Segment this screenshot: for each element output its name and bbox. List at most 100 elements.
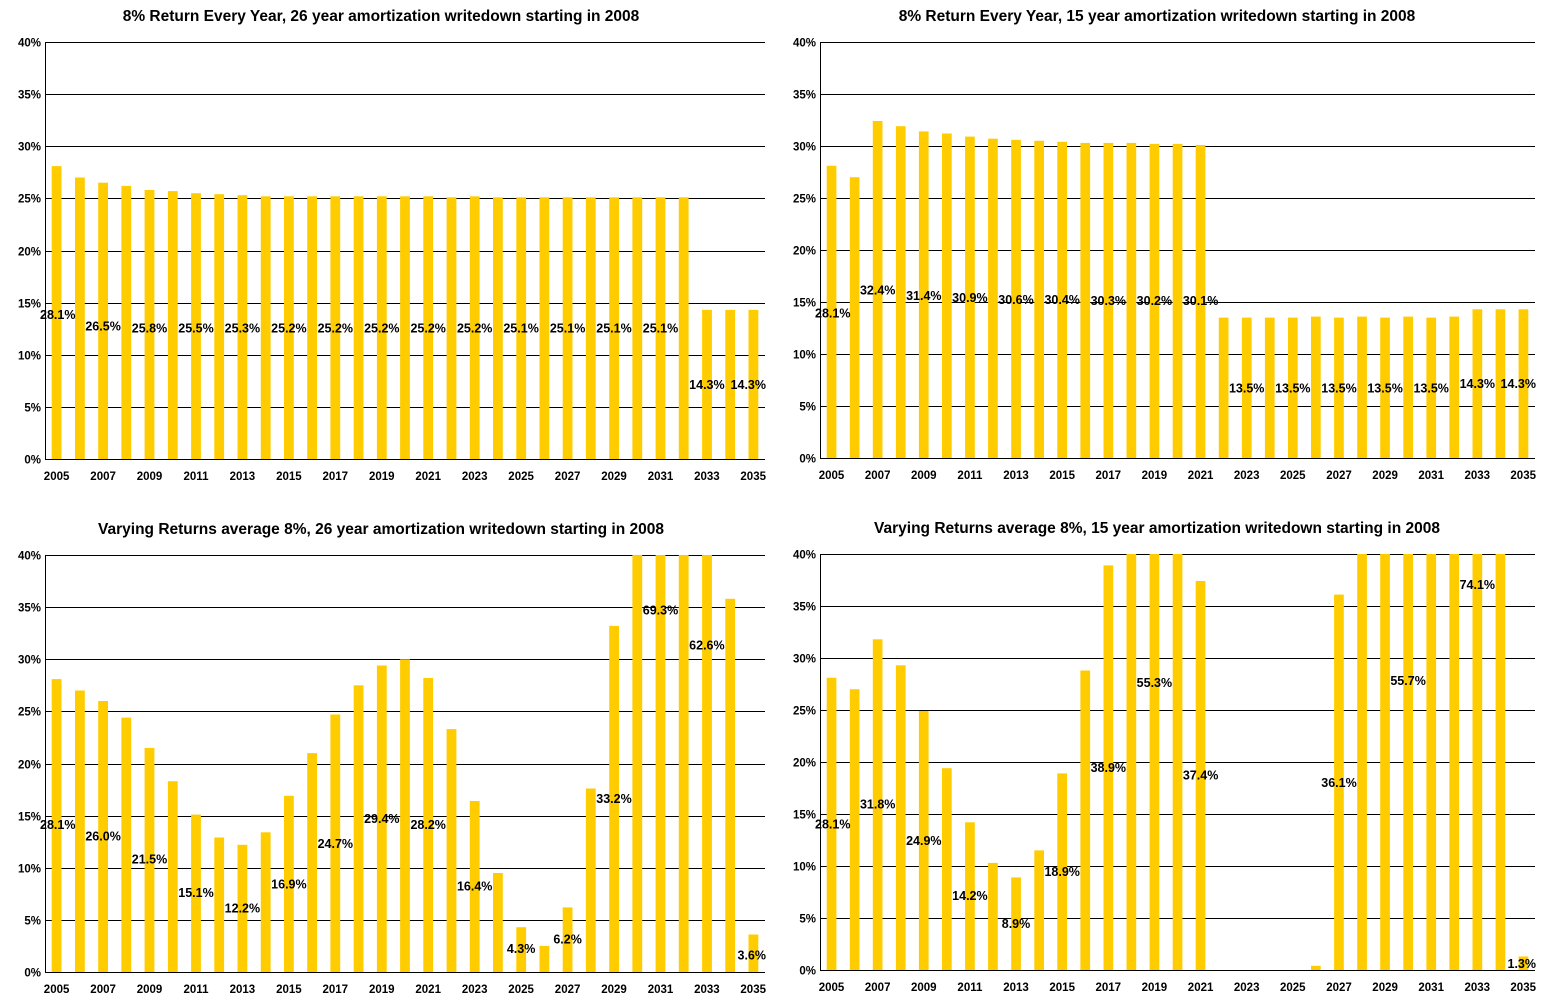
x-tick-label: 2025	[1280, 470, 1306, 482]
data-label: 25.1%	[503, 322, 538, 336]
y-tick-label: 30%	[793, 654, 816, 666]
x-tick-label: 2019	[369, 471, 395, 483]
chart-title: 8% Return Every Year, 15 year amortizati…	[899, 8, 1416, 25]
x-tick-label: 2025	[1280, 982, 1306, 994]
data-label: 6.2%	[553, 933, 582, 947]
data-label: 30.3%	[1091, 294, 1126, 308]
bar-2016	[307, 753, 317, 972]
bar-2028	[1357, 316, 1367, 458]
bar-2029	[1380, 317, 1390, 458]
bar-2034	[725, 598, 736, 972]
bar-2031	[655, 555, 666, 972]
bar-2016	[1080, 670, 1091, 970]
bar-2005	[51, 679, 62, 972]
bar-2015	[284, 795, 294, 972]
x-tick-label: 2005	[819, 470, 845, 482]
bar-2018	[353, 196, 364, 460]
bar-2017	[330, 196, 341, 460]
bar-2035	[1518, 956, 1529, 970]
x-tick-label: 2017	[1096, 982, 1122, 994]
bar-2012	[214, 837, 225, 972]
bar-2011	[965, 822, 975, 970]
x-tick-label: 2013	[1003, 982, 1029, 994]
bar-2012	[214, 194, 225, 459]
bar-2027	[562, 907, 573, 972]
bar-2026	[1311, 965, 1321, 970]
bar-2011	[191, 814, 201, 972]
y-tick-label: 15%	[793, 298, 816, 310]
data-label: 30.2%	[1137, 294, 1172, 308]
x-tick-label: 2023	[1234, 470, 1260, 482]
x-tick-label: 2015	[276, 984, 302, 996]
bar-2016	[307, 196, 317, 460]
y-tick-label: 35%	[18, 90, 41, 102]
x-tick-label: 2007	[865, 982, 891, 994]
x-tick-label: 2033	[1465, 470, 1491, 482]
bar-2017	[1103, 565, 1114, 970]
x-tick-label: 2033	[1465, 982, 1491, 994]
data-label: 4.3%	[507, 942, 536, 956]
data-label: 25.3%	[225, 322, 260, 336]
x-tick-label: 2031	[648, 471, 674, 483]
bar-2010	[167, 781, 178, 972]
data-label: 15.1%	[178, 886, 213, 900]
y-tick-label: 5%	[24, 403, 41, 415]
bar-2019	[1149, 143, 1160, 458]
bar-2013	[237, 195, 248, 459]
bar-2009	[918, 131, 929, 458]
y-tick-label: 30%	[18, 655, 41, 667]
x-tick-label: 2011	[184, 471, 210, 483]
data-label: 26.5%	[85, 320, 120, 334]
x-tick-label: 2029	[601, 984, 627, 996]
x-tick-label: 2009	[137, 984, 163, 996]
bar-2016	[1080, 142, 1091, 458]
bar-2024	[493, 873, 503, 972]
bar-2034	[1495, 554, 1506, 970]
bar-2021	[1195, 581, 1206, 970]
bar-2009	[144, 190, 155, 459]
x-tick-label: 2033	[694, 471, 720, 483]
data-label: 30.9%	[952, 291, 987, 305]
x-tick-label: 2015	[1049, 982, 1075, 994]
x-tick-label: 2013	[1003, 470, 1029, 482]
bar-2026	[1311, 316, 1321, 458]
x-tick-label: 2011	[957, 470, 983, 482]
y-tick-label: 40%	[18, 551, 41, 563]
bar-2023	[469, 801, 480, 972]
data-label: 26.0%	[85, 830, 120, 844]
y-tick-label: 40%	[793, 38, 816, 50]
x-tick-label: 2035	[1510, 982, 1536, 994]
data-label: 30.1%	[1183, 294, 1218, 308]
x-tick-label: 2011	[957, 982, 983, 994]
data-label: 13.5%	[1275, 381, 1310, 395]
bar-2010	[942, 133, 952, 458]
data-label: 16.4%	[457, 880, 492, 894]
x-tick-label: 2029	[1372, 470, 1398, 482]
x-tick-label: 2009	[137, 471, 163, 483]
x-tick-label: 2017	[323, 984, 349, 996]
y-tick-label: 20%	[18, 760, 41, 772]
bar-2013	[1011, 877, 1021, 970]
bar-2020	[400, 196, 410, 460]
y-tick-label: 30%	[793, 142, 816, 154]
data-label: 25.1%	[643, 322, 678, 336]
chart-panel-4: Varying Returns average 8%, 15 year amor…	[793, 520, 1537, 994]
bar-2019	[376, 196, 387, 460]
bar-2033	[1472, 309, 1483, 458]
y-tick-label: 20%	[793, 246, 816, 258]
bar-2018	[353, 685, 364, 972]
data-label: 14.3%	[689, 378, 724, 392]
bar-2007	[98, 701, 108, 972]
data-label: 18.9%	[1044, 865, 1079, 879]
x-tick-label: 2021	[415, 984, 441, 996]
data-label: 24.9%	[906, 834, 941, 848]
bar-2033	[702, 555, 712, 972]
x-tick-label: 2005	[44, 984, 70, 996]
bar-2014	[1034, 140, 1044, 459]
data-label: 30.4%	[1044, 293, 1079, 307]
y-tick-label: 25%	[18, 707, 41, 719]
data-label: 25.2%	[271, 322, 306, 336]
data-label: 38.9%	[1091, 761, 1126, 775]
bar-2032	[678, 555, 689, 972]
bar-2025	[1288, 317, 1298, 458]
